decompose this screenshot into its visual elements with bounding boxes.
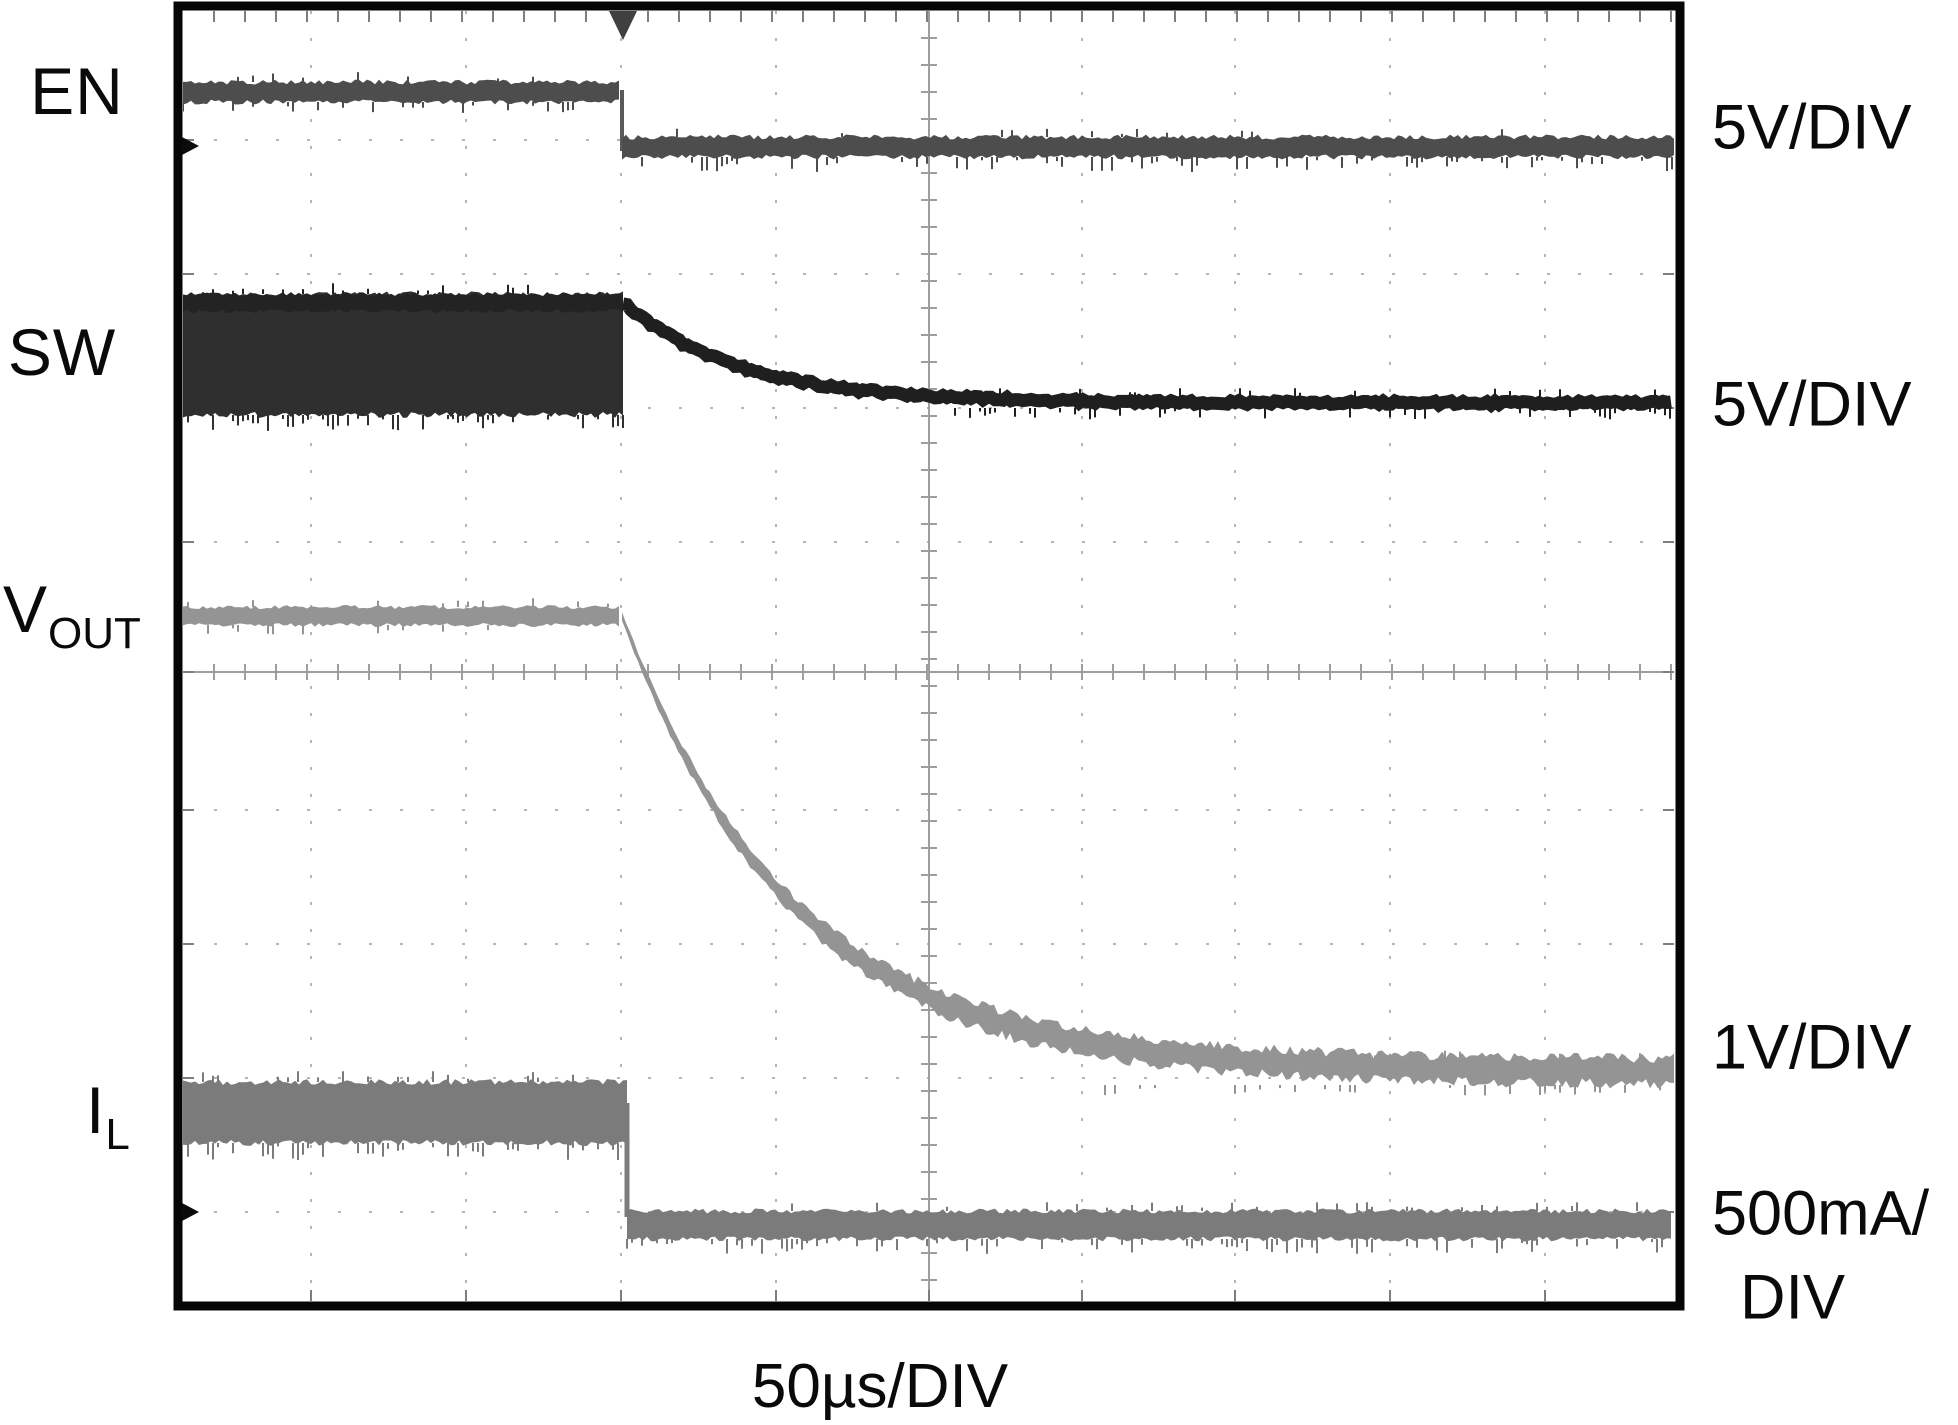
label-vout-main: V — [3, 572, 49, 646]
en-trace-high — [183, 79, 619, 105]
plot-frame — [173, 1, 1685, 1311]
label-timebase: 50µs/DIV — [751, 1352, 1009, 1421]
label-vout-subscript: OUT — [48, 609, 141, 658]
label-en-channel: EN — [30, 58, 124, 124]
label-scale-il-line2: DIV — [1740, 1262, 1846, 1333]
channel-level-arrow-icon — [182, 1203, 199, 1221]
label-il-subscript: L — [105, 1110, 130, 1159]
vout-decay-trace — [622, 612, 1674, 1089]
label-scale-il-line1: 500mA/ — [1712, 1178, 1930, 1249]
traces — [183, 72, 1674, 1254]
label-scale-en: 5V/DIV — [1712, 92, 1912, 163]
label-scale-vout: 1V/DIV — [1712, 1012, 1912, 1083]
trigger-position-marker-icon — [609, 11, 637, 40]
label-sw-text: SW — [7, 315, 117, 389]
sw-block-top-edge — [183, 292, 623, 313]
channel-level-arrow-icon — [182, 137, 199, 155]
label-sw-channel: SW — [8, 319, 116, 385]
label-il-main: I — [86, 1073, 106, 1147]
label-scale-sw: 5V/DIV — [1712, 369, 1912, 440]
sw-switching-block — [183, 291, 623, 418]
il-trace-high — [183, 1079, 627, 1146]
label-en-text: EN — [30, 54, 124, 128]
label-il-channel: IL — [86, 1077, 130, 1157]
sw-decay-trace — [621, 297, 1672, 414]
vout-trace-high — [183, 605, 619, 627]
label-vout-channel: VOUT — [3, 576, 141, 656]
il-trace-low — [627, 1208, 1671, 1242]
en-trace-low — [622, 134, 1674, 160]
